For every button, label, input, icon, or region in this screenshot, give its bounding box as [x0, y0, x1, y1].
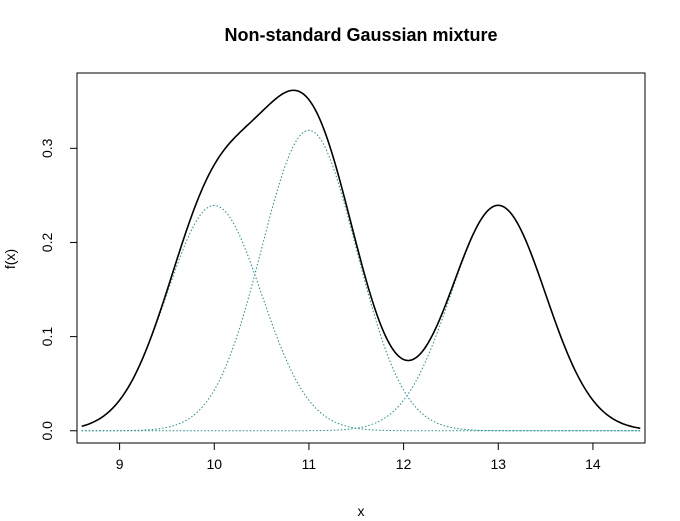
chart-title: Non-standard Gaussian mixture — [224, 25, 497, 45]
plot-frame — [76, 72, 646, 444]
component-curve-3 — [81, 204, 641, 432]
y-tick-label: 0.2 — [39, 233, 55, 253]
x-axis: 9 10 11 12 13 14 — [116, 442, 601, 472]
x-tick-label: 11 — [302, 456, 317, 472]
component-curve-1 — [81, 204, 641, 432]
x-tick-label: 14 — [585, 456, 601, 472]
mixture-curve — [81, 89, 641, 430]
y-tick-label: 0.1 — [39, 327, 55, 347]
x-tick-label: 10 — [206, 456, 222, 472]
y-tick-label: 0.3 — [39, 138, 55, 158]
x-tick-label: 9 — [116, 456, 124, 472]
y-axis: 0.0 0.1 0.2 0.3 — [39, 138, 78, 441]
x-tick-label: 13 — [490, 456, 506, 472]
y-tick-label: 0.0 — [39, 421, 55, 441]
y-axis-label: f(x) — [2, 249, 18, 269]
curves — [81, 89, 641, 432]
x-tick-label: 12 — [396, 456, 412, 472]
component-curve-2 — [81, 129, 641, 432]
x-axis-label: x — [358, 503, 365, 519]
